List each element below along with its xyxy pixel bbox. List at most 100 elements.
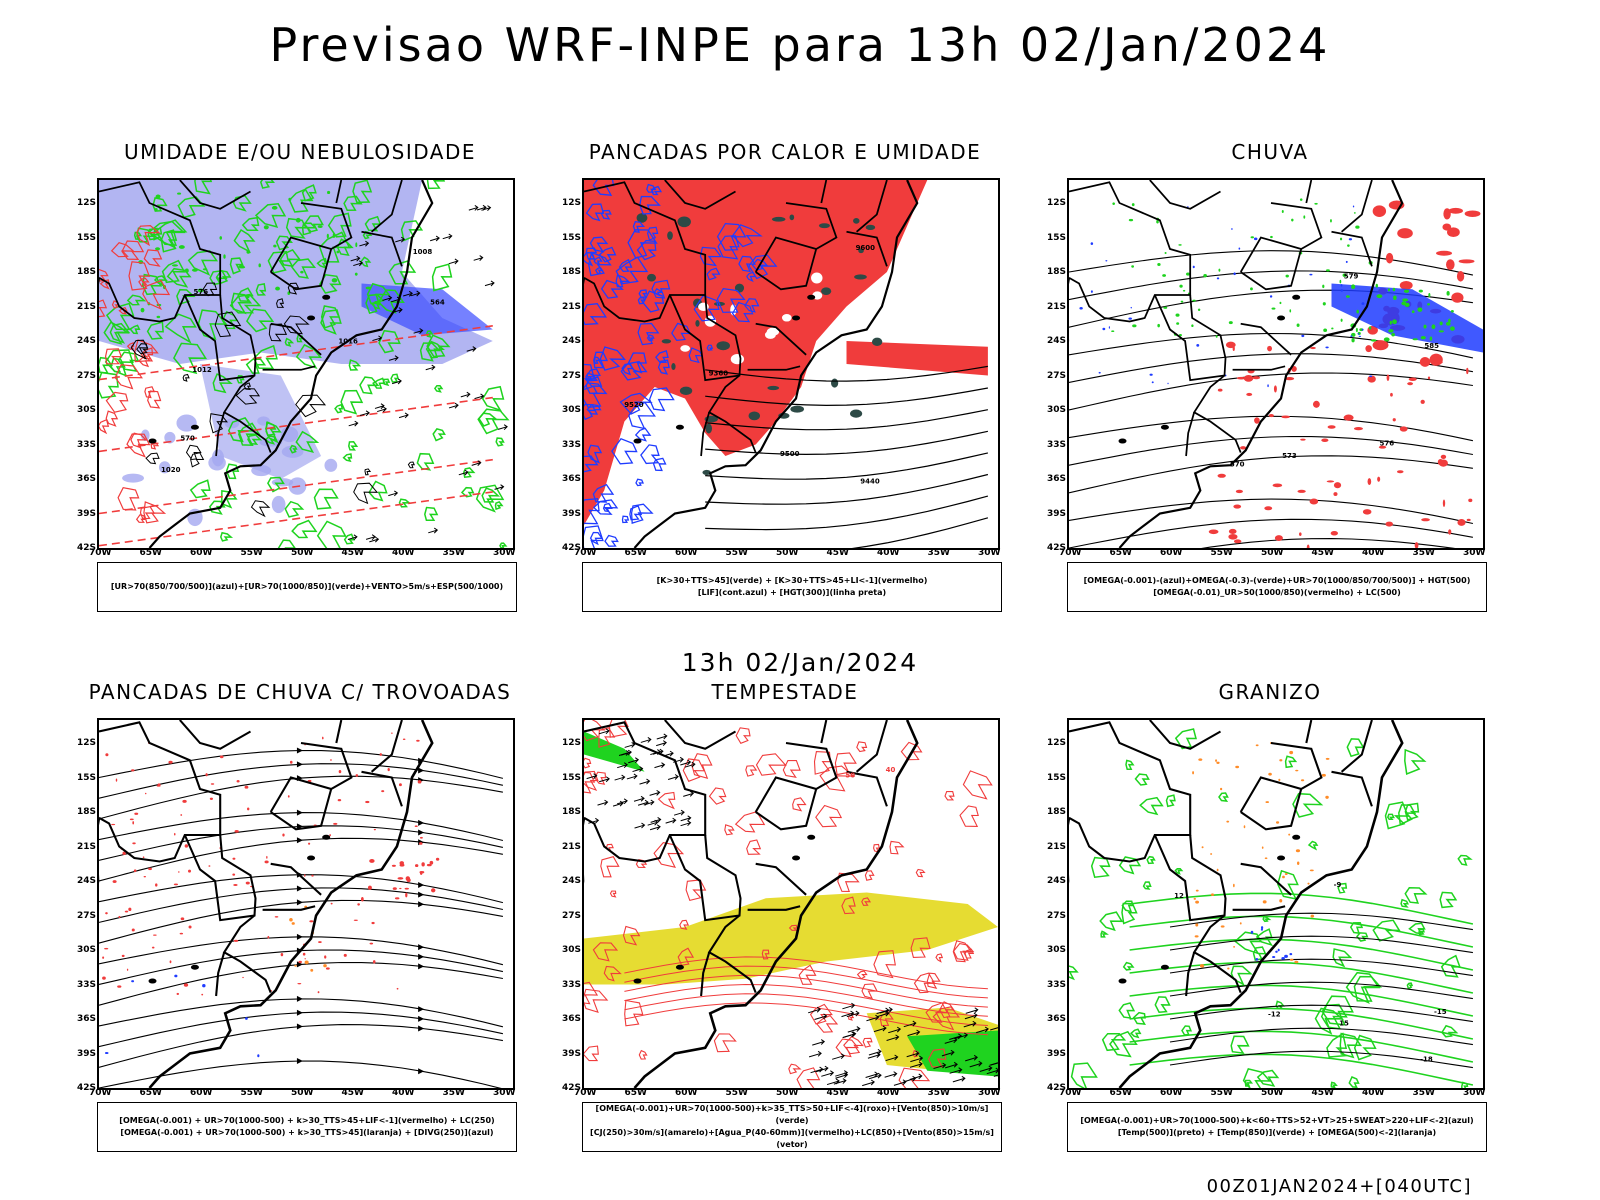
latitude-label: 15S [1047,772,1067,783]
contour-label: 9500 [780,450,800,458]
latitude-label: 36S [1047,1014,1067,1024]
panel-granizo: GRANIZO -9 -12 -15 -18 12 15 12S 15S 18S 21S 24S 27S… [1030,680,1510,1154]
latitude-label: 33S [77,439,97,450]
longitude-label: 60W [1160,548,1183,558]
legend-box: [K>30+TTS>45](verde) + [K>30+TTS>45+LI<-… [582,562,1002,612]
longitude-label: 35W [442,548,465,558]
latitude-label: 15S [77,232,97,243]
latitude-label: 36S [77,474,97,484]
latitude-label: 18S [1047,807,1067,817]
legend-box: [OMEGA(-0.001) + UR>70(1000-500) + k>30_… [97,1102,517,1152]
contour-label: 50 [845,771,855,779]
run-identifier: 00Z01JAN2024+[040UTC] [1206,1176,1472,1197]
legend-line: [Temp(500)](preto) + [Temp(850)](verde) … [1117,1128,1437,1137]
longitude-label: 35W [1412,1088,1435,1098]
contour-label: 576 [193,288,208,296]
longitude-label: 70W [574,1088,597,1098]
panel-title: PANCADAS POR CALOR E UMIDADE [588,140,982,164]
panel-title: UMIDADE E/OU NEBULOSIDADE [123,140,477,164]
latitude-label: 24S [77,876,97,886]
contour-label: -15 [1434,1008,1447,1016]
legend-line: [OMEGA(-0.001) + UR>70(1000-500) + k>30_… [120,1128,494,1137]
longitude-label: 40W [877,548,900,558]
latitude-label: 30S [77,405,97,415]
longitude-label: 35W [442,1088,465,1098]
longitude-label: 65W [1109,1088,1132,1098]
panel-chuva: CHUVA 585 579 576 573 570 12S 15S 18S 21S 24S 27S 30… [1030,140,1510,614]
latitude-label: 33S [562,979,582,990]
latitude-label: 39S [1047,508,1067,519]
longitude-label: 45W [341,1088,364,1098]
latitude-label: 36S [562,474,582,484]
contour-label: 15 [1339,1020,1349,1028]
latitude-label: 27S [562,370,582,381]
longitude-label: 50W [1261,1088,1284,1098]
contour-label: 9440 [860,477,880,485]
latitude-label: 30S [562,405,582,415]
longitude-label: 35W [927,1088,950,1098]
latitude-label: 24S [562,876,582,886]
longitude-label: 55W [1210,1088,1233,1098]
latitude-label: 18S [77,807,97,817]
panel-umidade: UMIDADE E/OU NEBULOSIDADE 1008 1012 1016 102… [60,140,540,614]
longitude-label: 50W [776,1088,799,1098]
longitude-label: 30W [978,548,1001,558]
contour-label: 1008 [413,248,433,256]
latitude-label: 42S [562,1083,582,1093]
map-panel-granizo: -9 -12 -15 -18 12 15 [1067,718,1485,1090]
longitude-label: 60W [190,548,213,558]
longitude-label: 70W [574,548,597,558]
longitude-label: 30W [1463,1088,1486,1098]
latitude-label: 15S [562,232,582,243]
longitude-label: 65W [139,548,162,558]
panel-pancadas-calor: PANCADAS POR CALOR E UMIDADE 9600 9520 9440… [545,140,1025,614]
latitude-label: 33S [77,979,97,990]
latitude-label: 42S [77,1083,97,1093]
latitude-label: 12S [1047,738,1067,748]
contour-label: 585 [1424,342,1439,350]
legend-line: [CJ(250)>30m/s](amarelo)+[Agua_P(40-60mm… [590,1128,994,1149]
latitude-label: 12S [562,198,582,208]
map-graphic: 50 40 [584,720,998,1088]
longitude-label: 55W [240,1088,263,1098]
latitude-label: 42S [1047,543,1067,553]
longitude-label: 45W [826,548,849,558]
longitude-label: 45W [1311,548,1334,558]
longitude-label: 65W [624,1088,647,1098]
legend-box: [OMEGA(-0.001)+UR>70(1000-500)+k>35_TTS>… [582,1102,1002,1152]
longitude-label: 40W [1362,1088,1385,1098]
latitude-label: 21S [1047,301,1067,312]
latitude-label: 24S [562,336,582,346]
latitude-label: 27S [1047,910,1067,921]
latitude-label: 27S [77,910,97,921]
latitude-label: 33S [1047,439,1067,450]
contour-label: 579 [1344,273,1359,281]
map-graphic: 585 579 576 573 570 [1069,180,1483,548]
longitude-label: 35W [927,548,950,558]
latitude-label: 18S [77,267,97,277]
latitude-label: 39S [1047,1048,1067,1059]
bottom-row-title: 13h 02/Jan/2024 [681,648,919,677]
latitude-label: 18S [562,807,582,817]
latitude-label: 36S [77,1014,97,1024]
legend-line: [LIF](cont.azul) + [HGT(300)](linha pret… [697,588,887,597]
map-panel-umidade: 1008 1012 1016 1020 564 570 576 [97,178,515,550]
legend-box: [UR>70(850/700/500)](azul)+[UR>70(1000/8… [97,562,517,612]
latitude-label: 21S [562,301,582,312]
longitude-label: 60W [1160,1088,1183,1098]
latitude-label: 30S [1047,405,1067,415]
longitude-label: 55W [725,548,748,558]
latitude-label: 33S [1047,979,1067,990]
latitude-label: 27S [77,370,97,381]
panel-title: CHUVA [1231,140,1309,164]
map-graphic: 1008 1012 1016 1020 564 570 576 [99,180,510,548]
longitude-label: 30W [978,1088,1001,1098]
legend-line: [OMEGA(-0.001)-(azul)+OMEGA(-0.3)-(verde… [1083,576,1471,585]
latitude-label: 39S [562,508,582,519]
latitude-label: 18S [1047,267,1067,277]
panel-pancadas-trovoadas: PANCADAS DE CHUVA C/ TROVOADAS 12S 15S 18S 2… [60,680,540,1154]
latitude-label: 30S [1047,945,1067,955]
contour-label: 573 [1282,452,1297,460]
map-graphic [99,720,504,1088]
longitude-label: 70W [89,548,112,558]
